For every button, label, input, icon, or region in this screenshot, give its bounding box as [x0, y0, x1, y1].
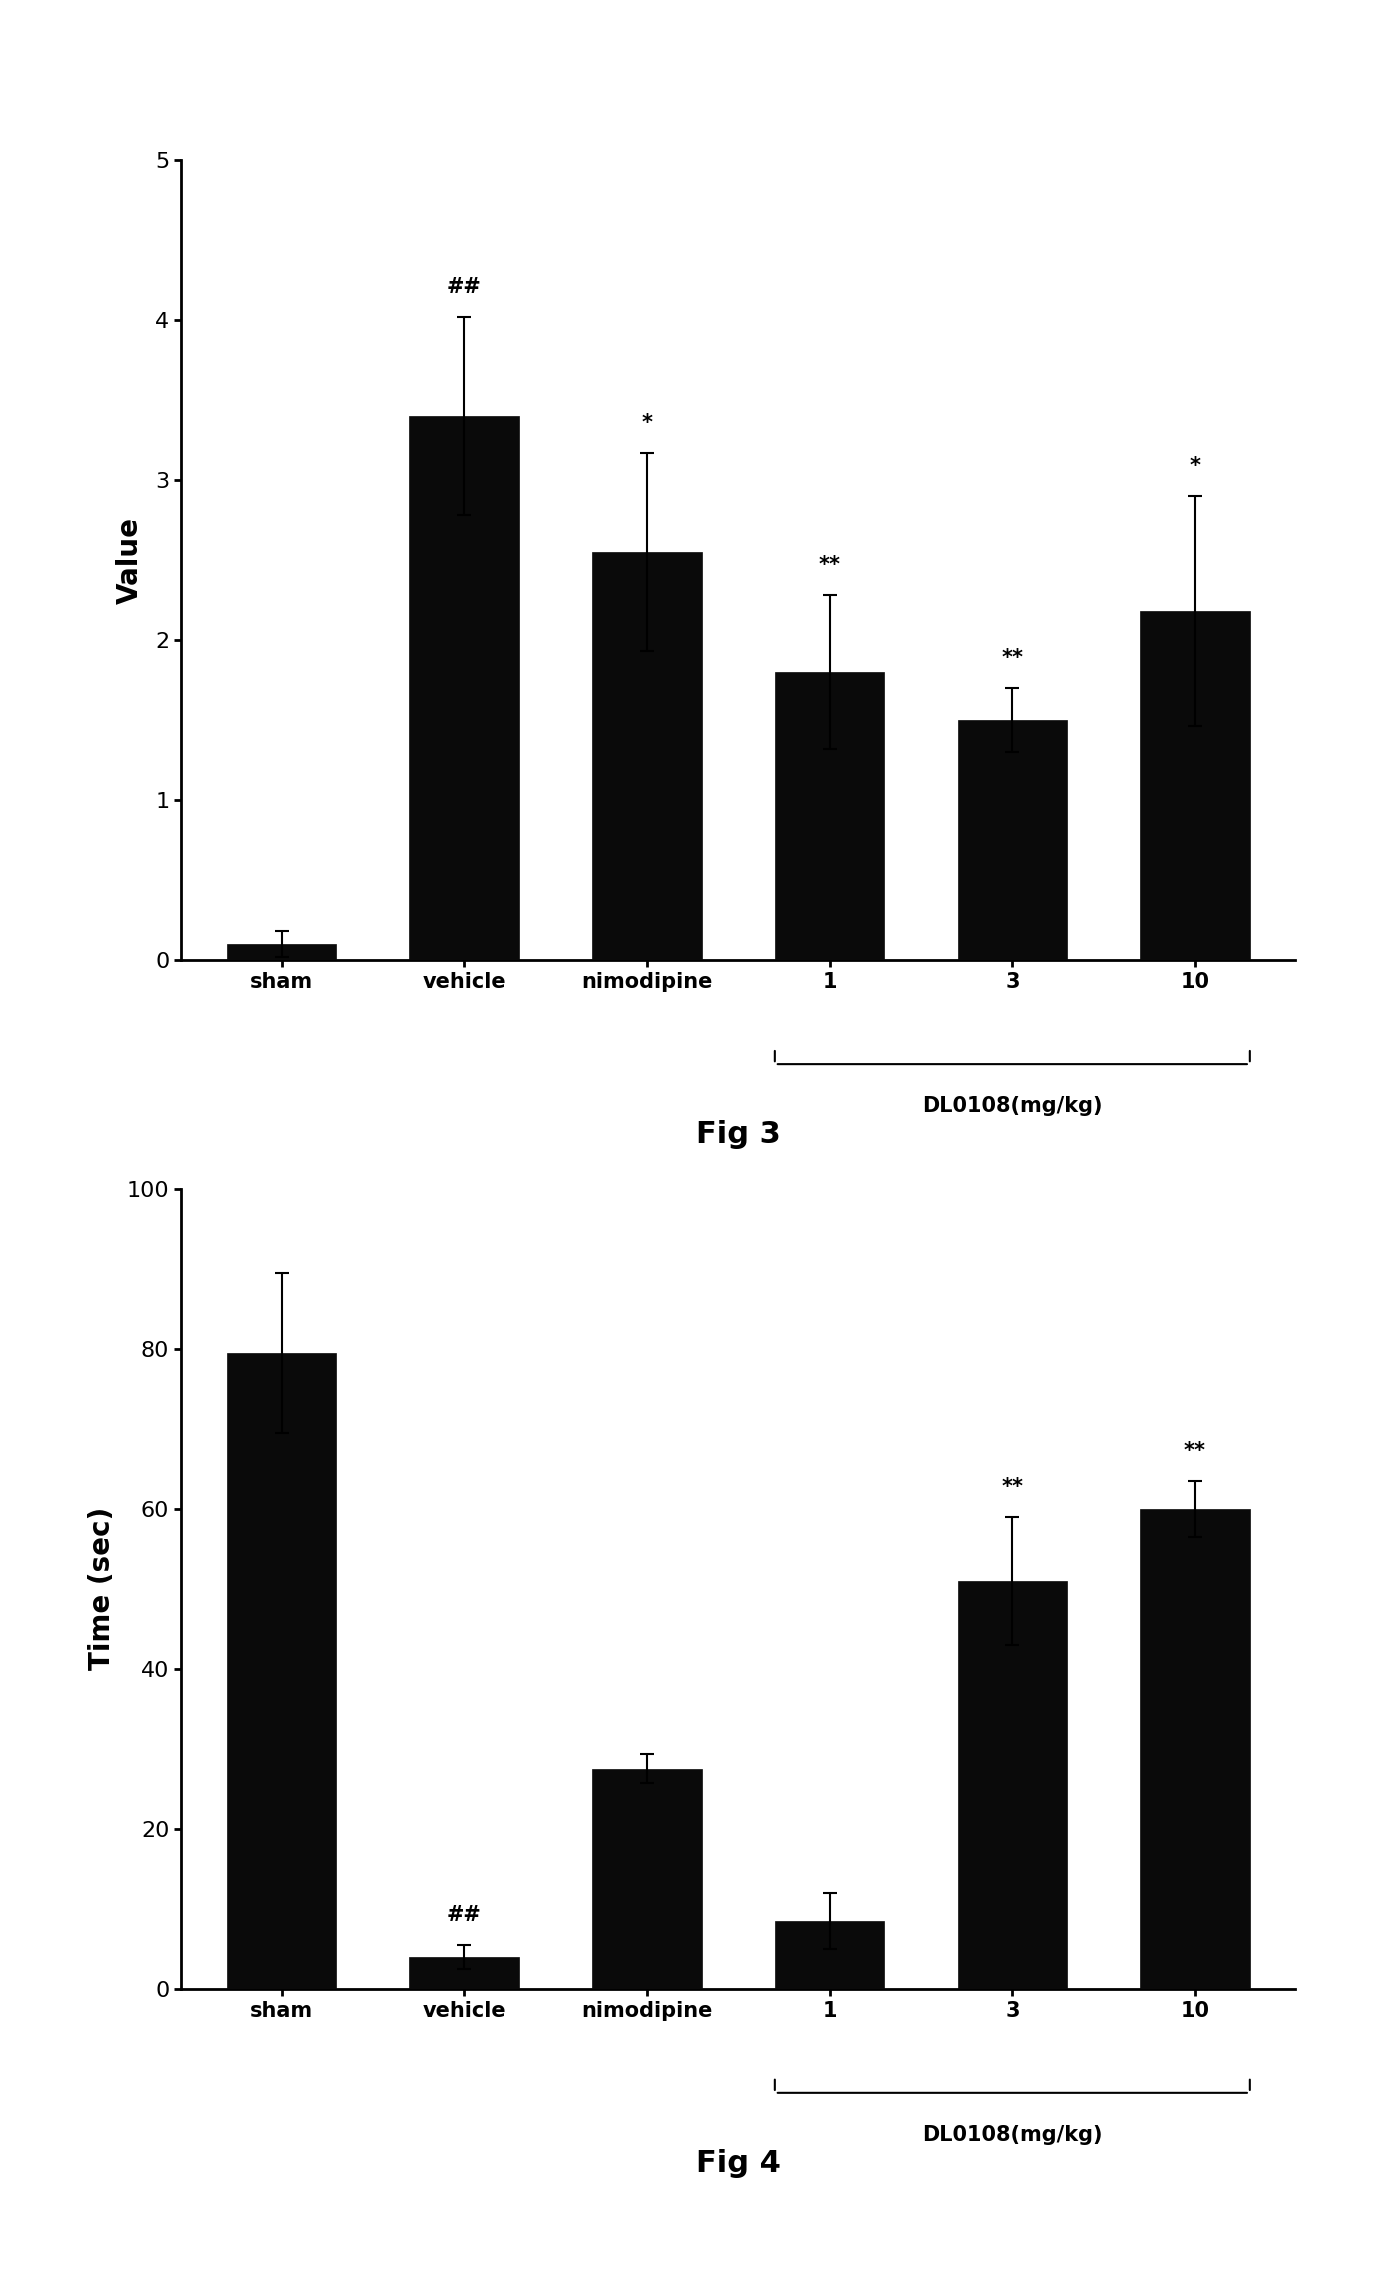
Bar [410, 416, 520, 960]
Text: *: * [641, 414, 652, 432]
Text: DL0108(mg/kg): DL0108(mg/kg) [922, 1097, 1103, 1116]
Bar [957, 1582, 1067, 1989]
Bar [227, 1353, 336, 1989]
Bar [592, 1769, 702, 1989]
Text: *: * [1190, 457, 1201, 475]
Text: DL0108(mg/kg): DL0108(mg/kg) [922, 2126, 1103, 2144]
Bar [957, 720, 1067, 960]
Text: Fig 3: Fig 3 [696, 1120, 780, 1150]
Bar [592, 551, 702, 960]
Bar [1141, 1509, 1250, 1989]
Text: ##: ## [447, 277, 482, 297]
Bar [775, 672, 885, 960]
Text: Fig 4: Fig 4 [696, 2149, 780, 2179]
Y-axis label: Value: Value [116, 517, 143, 604]
Bar [410, 1957, 520, 1989]
Text: **: ** [1002, 649, 1024, 668]
Text: ##: ## [447, 1904, 482, 1925]
Text: **: ** [1184, 1440, 1206, 1461]
Bar [775, 1920, 885, 1989]
Bar [227, 944, 336, 960]
Text: **: ** [1002, 1477, 1024, 1497]
Bar [1141, 610, 1250, 960]
Text: **: ** [819, 555, 840, 576]
Y-axis label: Time (sec): Time (sec) [88, 1506, 116, 1671]
